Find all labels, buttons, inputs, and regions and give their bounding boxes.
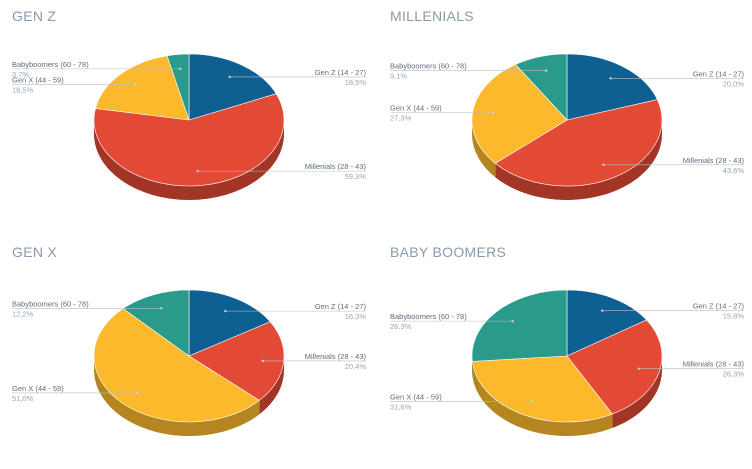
slice-label-babyboomers: Babyboomers (60 - 78) bbox=[12, 299, 89, 308]
slice-label-babyboomers: Babyboomers (60 - 78) bbox=[390, 62, 467, 71]
slice-value-babyboomers: 9,1% bbox=[390, 72, 407, 81]
slice-label-gen-x: Gen X (44 - 59) bbox=[390, 104, 442, 113]
slice-value-millenials: 26,3% bbox=[723, 370, 745, 379]
slice-value-babyboomers: 3,7% bbox=[12, 70, 29, 79]
pie-chart-millenials: Gen Z (14 - 27)20,0% Millenials (28 - 43)… bbox=[378, 0, 752, 233]
leader-dot-gen-z bbox=[601, 310, 603, 312]
leader-dot-millenials bbox=[638, 367, 640, 369]
slice-value-millenials: 43,6% bbox=[723, 166, 745, 175]
slice-label-millenials: Millenials (28 - 43) bbox=[683, 360, 745, 369]
slice-value-gen-z: 16,3% bbox=[345, 312, 367, 321]
slice-value-gen-x: 27,3% bbox=[390, 114, 412, 123]
slice-value-millenials: 20,4% bbox=[345, 362, 367, 371]
leader-dot-gen-x bbox=[492, 112, 494, 114]
slice-label-gen-z: Gen Z (14 - 27) bbox=[693, 69, 745, 78]
slice-label-gen-z: Gen Z (14 - 27) bbox=[315, 302, 367, 311]
leader-dot-millenials bbox=[262, 360, 264, 362]
leader-dot-gen-z bbox=[228, 76, 230, 78]
slice-label-gen-z: Gen Z (14 - 27) bbox=[315, 68, 367, 77]
leader-dot-babyboomers bbox=[545, 69, 547, 71]
slice-value-gen-x: 31,6% bbox=[390, 402, 412, 411]
leader-dot-babyboomers bbox=[160, 307, 162, 309]
chart-panel-gen-z: GEN Z Gen Z (14 - 27)18,5%Millenials (28… bbox=[0, 0, 376, 233]
slice-label-babyboomers: Babyboomers (60 - 78) bbox=[390, 312, 467, 321]
chart-panel-gen-x: GEN X Gen Z (14 - 27)16,3%Millenials (28… bbox=[0, 236, 376, 469]
slice-value-babyboomers: 12,2% bbox=[12, 309, 34, 318]
slice-value-gen-z: 15,8% bbox=[723, 312, 745, 321]
chart-panel-baby-boomers: BABY BOOMERS Gen Z (14 - 27)15,8%Milleni… bbox=[378, 236, 752, 469]
slice-value-gen-z: 18,5% bbox=[345, 78, 367, 87]
leader-dot-gen-z bbox=[224, 310, 226, 312]
leader-dot-millenials bbox=[602, 164, 604, 166]
pie-chart-gen-x: Gen Z (14 - 27)16,3% Millenials (28 - 43)… bbox=[0, 236, 376, 469]
slice-value-gen-z: 20,0% bbox=[723, 79, 745, 88]
leader-dot-millenials bbox=[196, 170, 198, 172]
slice-value-gen-x: 18,5% bbox=[12, 86, 34, 95]
slice-label-millenials: Millenials (28 - 43) bbox=[683, 156, 745, 165]
slice-value-gen-x: 51,0% bbox=[12, 394, 34, 403]
leader-dot-gen-x bbox=[134, 83, 136, 85]
slice-label-millenials: Millenials (28 - 43) bbox=[305, 162, 367, 171]
leader-dot-babyboomers bbox=[511, 320, 513, 322]
slice-value-millenials: 59,3% bbox=[345, 172, 367, 181]
pie-chart-gen-z: Gen Z (14 - 27)18,5%Millenials (28 - 43)… bbox=[0, 0, 376, 233]
leader-dot-gen-x bbox=[136, 392, 138, 394]
chart-panel-millenials: MILLENIALS Gen Z (14 - 27)20,0%Millenial… bbox=[378, 0, 752, 233]
leader-dot-gen-x bbox=[531, 400, 533, 402]
slice-label-gen-x: Gen X (44 - 59) bbox=[12, 384, 64, 393]
slice-label-babyboomers: Babyboomers (60 - 78) bbox=[12, 60, 89, 69]
slice-label-gen-x: Gen X (44 - 59) bbox=[390, 392, 442, 401]
leader-dot-babyboomers bbox=[179, 68, 181, 70]
slice-label-millenials: Millenials (28 - 43) bbox=[305, 352, 367, 361]
slice-label-gen-z: Gen Z (14 - 27) bbox=[693, 302, 745, 311]
leader-dot-gen-z bbox=[609, 77, 611, 79]
slice-value-babyboomers: 26,3% bbox=[390, 322, 412, 331]
pie-slice-babyboomers bbox=[472, 290, 567, 361]
pie-chart-baby-boomers: Gen Z (14 - 27)15,8% Millenials (28 - 43)… bbox=[378, 236, 752, 469]
